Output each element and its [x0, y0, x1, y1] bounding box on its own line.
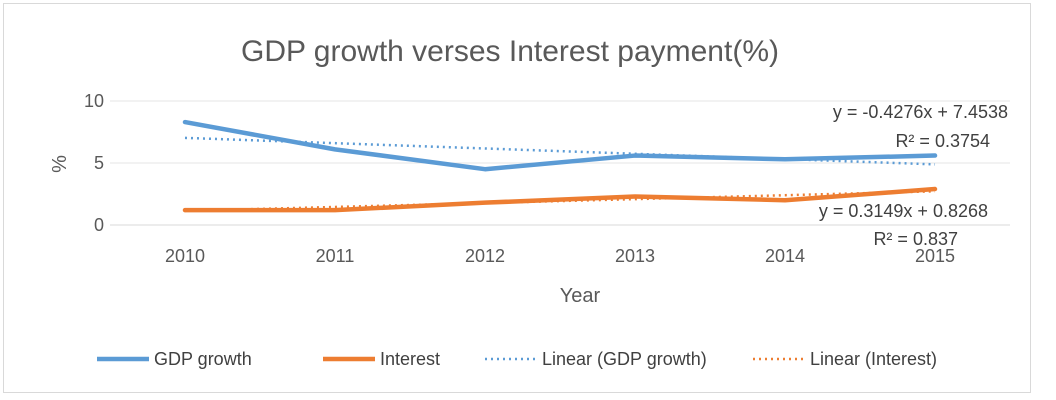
x-tick-label: 2013 — [615, 246, 655, 266]
x-tick-label: 2014 — [765, 246, 805, 266]
trendline-r-squared: R² = 0.837 — [873, 229, 958, 249]
series-line-gdp-growth — [182, 119, 938, 172]
series-line-interest — [182, 186, 938, 213]
legend: GDP growth Interest Linear (GDP growth) Lin… — [97, 349, 937, 369]
legend-label: Interest — [380, 349, 440, 369]
y-tick-label: 5 — [94, 153, 104, 173]
trendline-equation: y = -0.4276x + 7.4538 — [833, 102, 1008, 122]
y-axis-ticks: 0 5 10 — [84, 91, 104, 235]
x-tick-label: 2011 — [316, 246, 355, 266]
trendline-interest — [184, 190, 936, 213]
y-tick-label: 0 — [94, 215, 104, 235]
legend-label: Linear (GDP growth) — [542, 349, 707, 369]
y-tick-label: 10 — [84, 91, 104, 111]
series-lines — [182, 119, 938, 213]
trendline-r-squared: R² = 0.3754 — [895, 131, 990, 151]
legend-label: GDP growth — [154, 349, 252, 369]
y-axis-title: % — [49, 155, 71, 173]
x-tick-label: 2015 — [915, 246, 955, 266]
legend-label: Linear (Interest) — [810, 349, 937, 369]
trendline-annotations: y = -0.4276x + 7.4538 R² = 0.3754 y = 0.31… — [819, 102, 1008, 249]
chart-title: GDP growth verses Interest payment(%) — [241, 35, 779, 68]
x-tick-label: 2010 — [165, 246, 205, 266]
trendline-equation: y = 0.3149x + 0.8268 — [819, 201, 988, 221]
x-axis-ticks: 2010 2011 2012 2013 2014 2015 — [165, 246, 955, 266]
x-axis-title: Year — [560, 285, 601, 307]
chart-frame — [3, 3, 1031, 393]
x-tick-label: 2012 — [465, 246, 505, 266]
